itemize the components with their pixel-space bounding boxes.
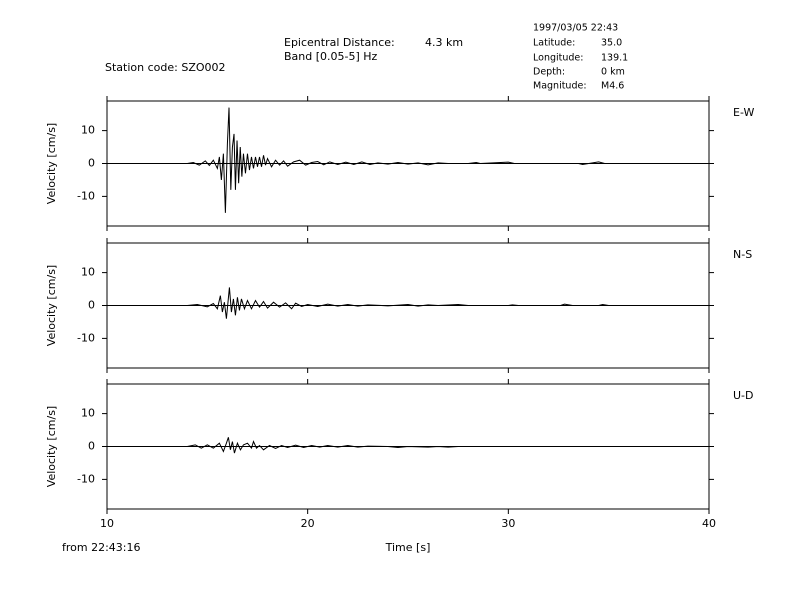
y-tick-label: 0: [88, 157, 95, 170]
x-tick-label: 30: [501, 517, 515, 530]
y-tick-label: 0: [88, 440, 95, 453]
info-label: Longitude:: [533, 53, 583, 64]
y-tick-label: 10: [81, 266, 95, 279]
info-value: M4.6: [601, 81, 624, 92]
y-axis-label: Velocity [cm/s]: [45, 123, 58, 204]
time-origin: from 22:43:16: [62, 541, 141, 554]
y-axis-label: Velocity [cm/s]: [45, 265, 58, 346]
waveform: [187, 437, 459, 454]
info-label: Magnitude:: [533, 81, 587, 92]
info-value: 139.1: [601, 53, 628, 64]
waveform: [187, 287, 609, 319]
waveform: [187, 107, 609, 213]
y-tick-label: 0: [88, 299, 95, 312]
panel-title: E-W: [733, 106, 754, 119]
info-value: 0 km: [601, 67, 625, 78]
x-axis-label: Time [s]: [385, 541, 431, 554]
datetime: 1997/03/05 22:43: [533, 23, 618, 34]
info-label: Latitude:: [533, 38, 575, 49]
info-value: 35.0: [601, 38, 622, 49]
y-tick-label: -10: [77, 472, 95, 485]
panel-title: U-D: [733, 389, 754, 402]
epicentral-label: Epicentral Distance:: [284, 36, 395, 49]
y-axis-label: Velocity [cm/s]: [45, 406, 58, 487]
station-code: Station code: SZO002: [105, 61, 226, 74]
epicentral-value: 4.3 km: [425, 36, 463, 49]
panel-title: N-S: [733, 248, 752, 261]
y-tick-label: -10: [77, 331, 95, 344]
info-label: Depth:: [533, 67, 565, 78]
x-tick-label: 40: [702, 517, 716, 530]
band: Band [0.05-5] Hz: [284, 50, 378, 63]
x-tick-label: 10: [100, 517, 114, 530]
y-tick-label: 10: [81, 124, 95, 137]
y-tick-label: 10: [81, 407, 95, 420]
y-tick-label: -10: [77, 189, 95, 202]
x-tick-label: 20: [301, 517, 315, 530]
